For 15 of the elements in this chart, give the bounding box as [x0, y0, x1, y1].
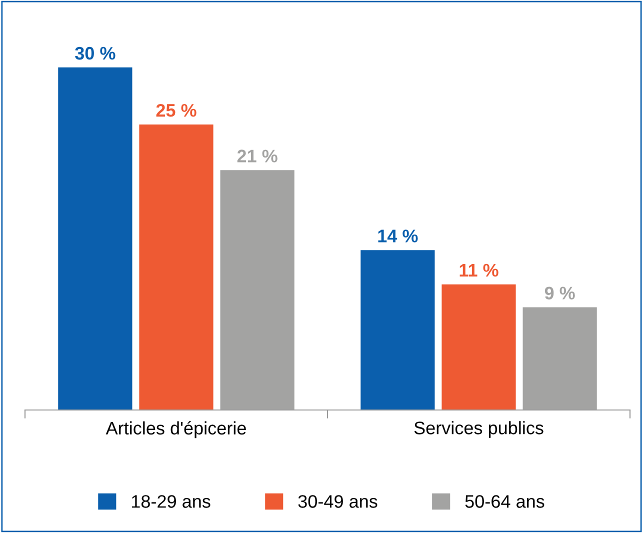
data-label: 21 %: [237, 150, 278, 162]
data-label: 25 %: [156, 104, 196, 117]
bar: [360, 250, 435, 410]
legend-label: 30-49 ans: [298, 495, 378, 508]
legend-label: 50-64 ans: [465, 495, 544, 508]
bar: [139, 124, 214, 410]
data-label: 11 %: [460, 264, 498, 277]
data-label: 9 %: [544, 286, 575, 300]
x-tick-label: Articles d'épicerie: [106, 421, 246, 438]
data-label: 30 %: [75, 46, 116, 60]
bar: [58, 67, 132, 410]
x-tick-label: Services publics: [414, 421, 544, 438]
data-label: 14 %: [378, 230, 418, 242]
legend-label: 18-29 ans: [132, 495, 210, 508]
bar: [442, 284, 516, 410]
